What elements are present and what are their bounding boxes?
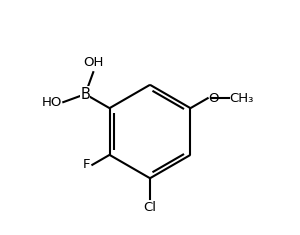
- Text: F: F: [83, 158, 91, 171]
- Text: B: B: [80, 87, 90, 102]
- Text: O: O: [208, 92, 219, 105]
- Text: CH₃: CH₃: [230, 92, 254, 105]
- Text: OH: OH: [83, 56, 104, 69]
- Text: Cl: Cl: [143, 201, 157, 214]
- Text: HO: HO: [42, 96, 62, 109]
